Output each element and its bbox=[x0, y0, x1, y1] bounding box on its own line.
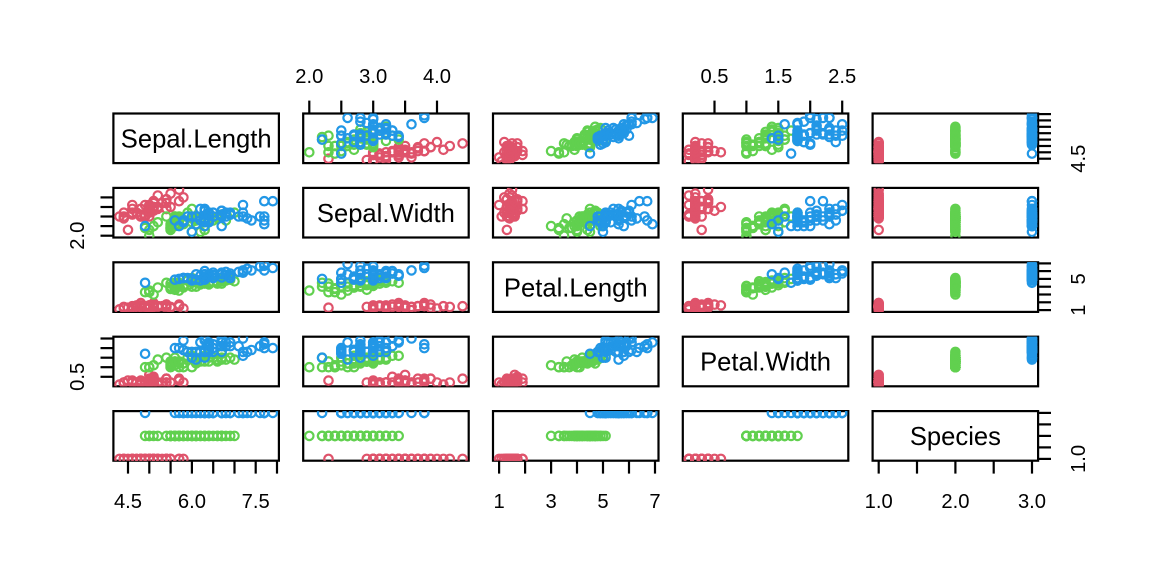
svg-text:2.0: 2.0 bbox=[67, 222, 89, 250]
svg-text:Petal.Length: Petal.Length bbox=[504, 274, 648, 302]
svg-text:3: 3 bbox=[545, 491, 556, 513]
svg-text:1.0: 1.0 bbox=[865, 491, 893, 513]
svg-text:5: 5 bbox=[1068, 273, 1090, 284]
svg-text:Petal.Width: Petal.Width bbox=[700, 349, 831, 377]
svg-text:3.0: 3.0 bbox=[1018, 491, 1046, 513]
svg-text:Sepal.Width: Sepal.Width bbox=[317, 200, 455, 228]
svg-text:4.0: 4.0 bbox=[423, 66, 451, 88]
svg-text:2.0: 2.0 bbox=[295, 66, 323, 88]
svg-text:7: 7 bbox=[649, 491, 660, 513]
svg-text:0.5: 0.5 bbox=[700, 66, 728, 88]
svg-text:1.5: 1.5 bbox=[764, 66, 792, 88]
svg-text:3.0: 3.0 bbox=[359, 66, 387, 88]
svg-text:Species: Species bbox=[910, 423, 1001, 451]
svg-text:4.5: 4.5 bbox=[114, 491, 142, 513]
svg-text:4.5: 4.5 bbox=[1068, 145, 1090, 173]
svg-text:1: 1 bbox=[1068, 304, 1090, 315]
svg-text:5: 5 bbox=[597, 491, 608, 513]
svg-text:1.0: 1.0 bbox=[1068, 445, 1090, 473]
svg-text:1: 1 bbox=[493, 491, 504, 513]
svg-text:2.0: 2.0 bbox=[941, 491, 969, 513]
svg-text:7.5: 7.5 bbox=[242, 491, 270, 513]
svg-text:2.5: 2.5 bbox=[828, 66, 856, 88]
svg-text:6.0: 6.0 bbox=[178, 491, 206, 513]
svg-text:0.5: 0.5 bbox=[67, 363, 89, 391]
svg-text:Sepal.Length: Sepal.Length bbox=[121, 126, 272, 154]
